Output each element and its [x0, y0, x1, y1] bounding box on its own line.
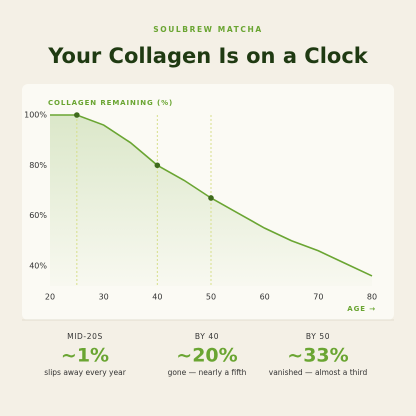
stat-note: gone — nearly a fifth: [168, 368, 247, 377]
y-tick-label: 40%: [29, 261, 47, 270]
highlight-dot: [74, 112, 80, 118]
y-tick-label: 100%: [24, 111, 47, 120]
highlight-dot: [154, 162, 161, 169]
chart-title: Your Collagen Is on a Clock: [47, 44, 369, 68]
stat-label: BY 50: [306, 332, 330, 341]
stat-value: ~20%: [176, 345, 237, 367]
stat-note: vanished — almost a third: [269, 368, 368, 377]
plot: 100% 80% 60% 40% 20 30 40 50 60 70 80: [24, 111, 377, 302]
stat-value: ~1%: [61, 345, 109, 367]
x-tick-label: 40: [152, 293, 162, 302]
x-axis-label: AGE →: [347, 305, 376, 313]
stat-note: slips away every year: [44, 368, 126, 377]
x-tick-label: 80: [367, 293, 377, 302]
highlight-dot: [208, 195, 214, 201]
y-tick-label: 80%: [29, 161, 47, 170]
y-tick-label: 60%: [29, 211, 47, 220]
x-tick-label: 20: [45, 293, 55, 302]
stat-label: MID-20S: [67, 332, 103, 341]
y-axis-label: COLLAGEN REMAINING (%): [48, 99, 173, 107]
stats: MID-20S ~1%slips away every year BY 40 ~20%…: [44, 332, 367, 377]
brand: SOULBREW MATCHA: [153, 25, 263, 34]
x-tick-label: 50: [206, 293, 216, 302]
x-tick-label: 70: [313, 293, 323, 302]
stat-value: ~33%: [287, 345, 348, 367]
stat-label: BY 40: [195, 332, 219, 341]
x-tick-label: 60: [260, 293, 270, 302]
x-tick-label: 30: [99, 293, 109, 302]
